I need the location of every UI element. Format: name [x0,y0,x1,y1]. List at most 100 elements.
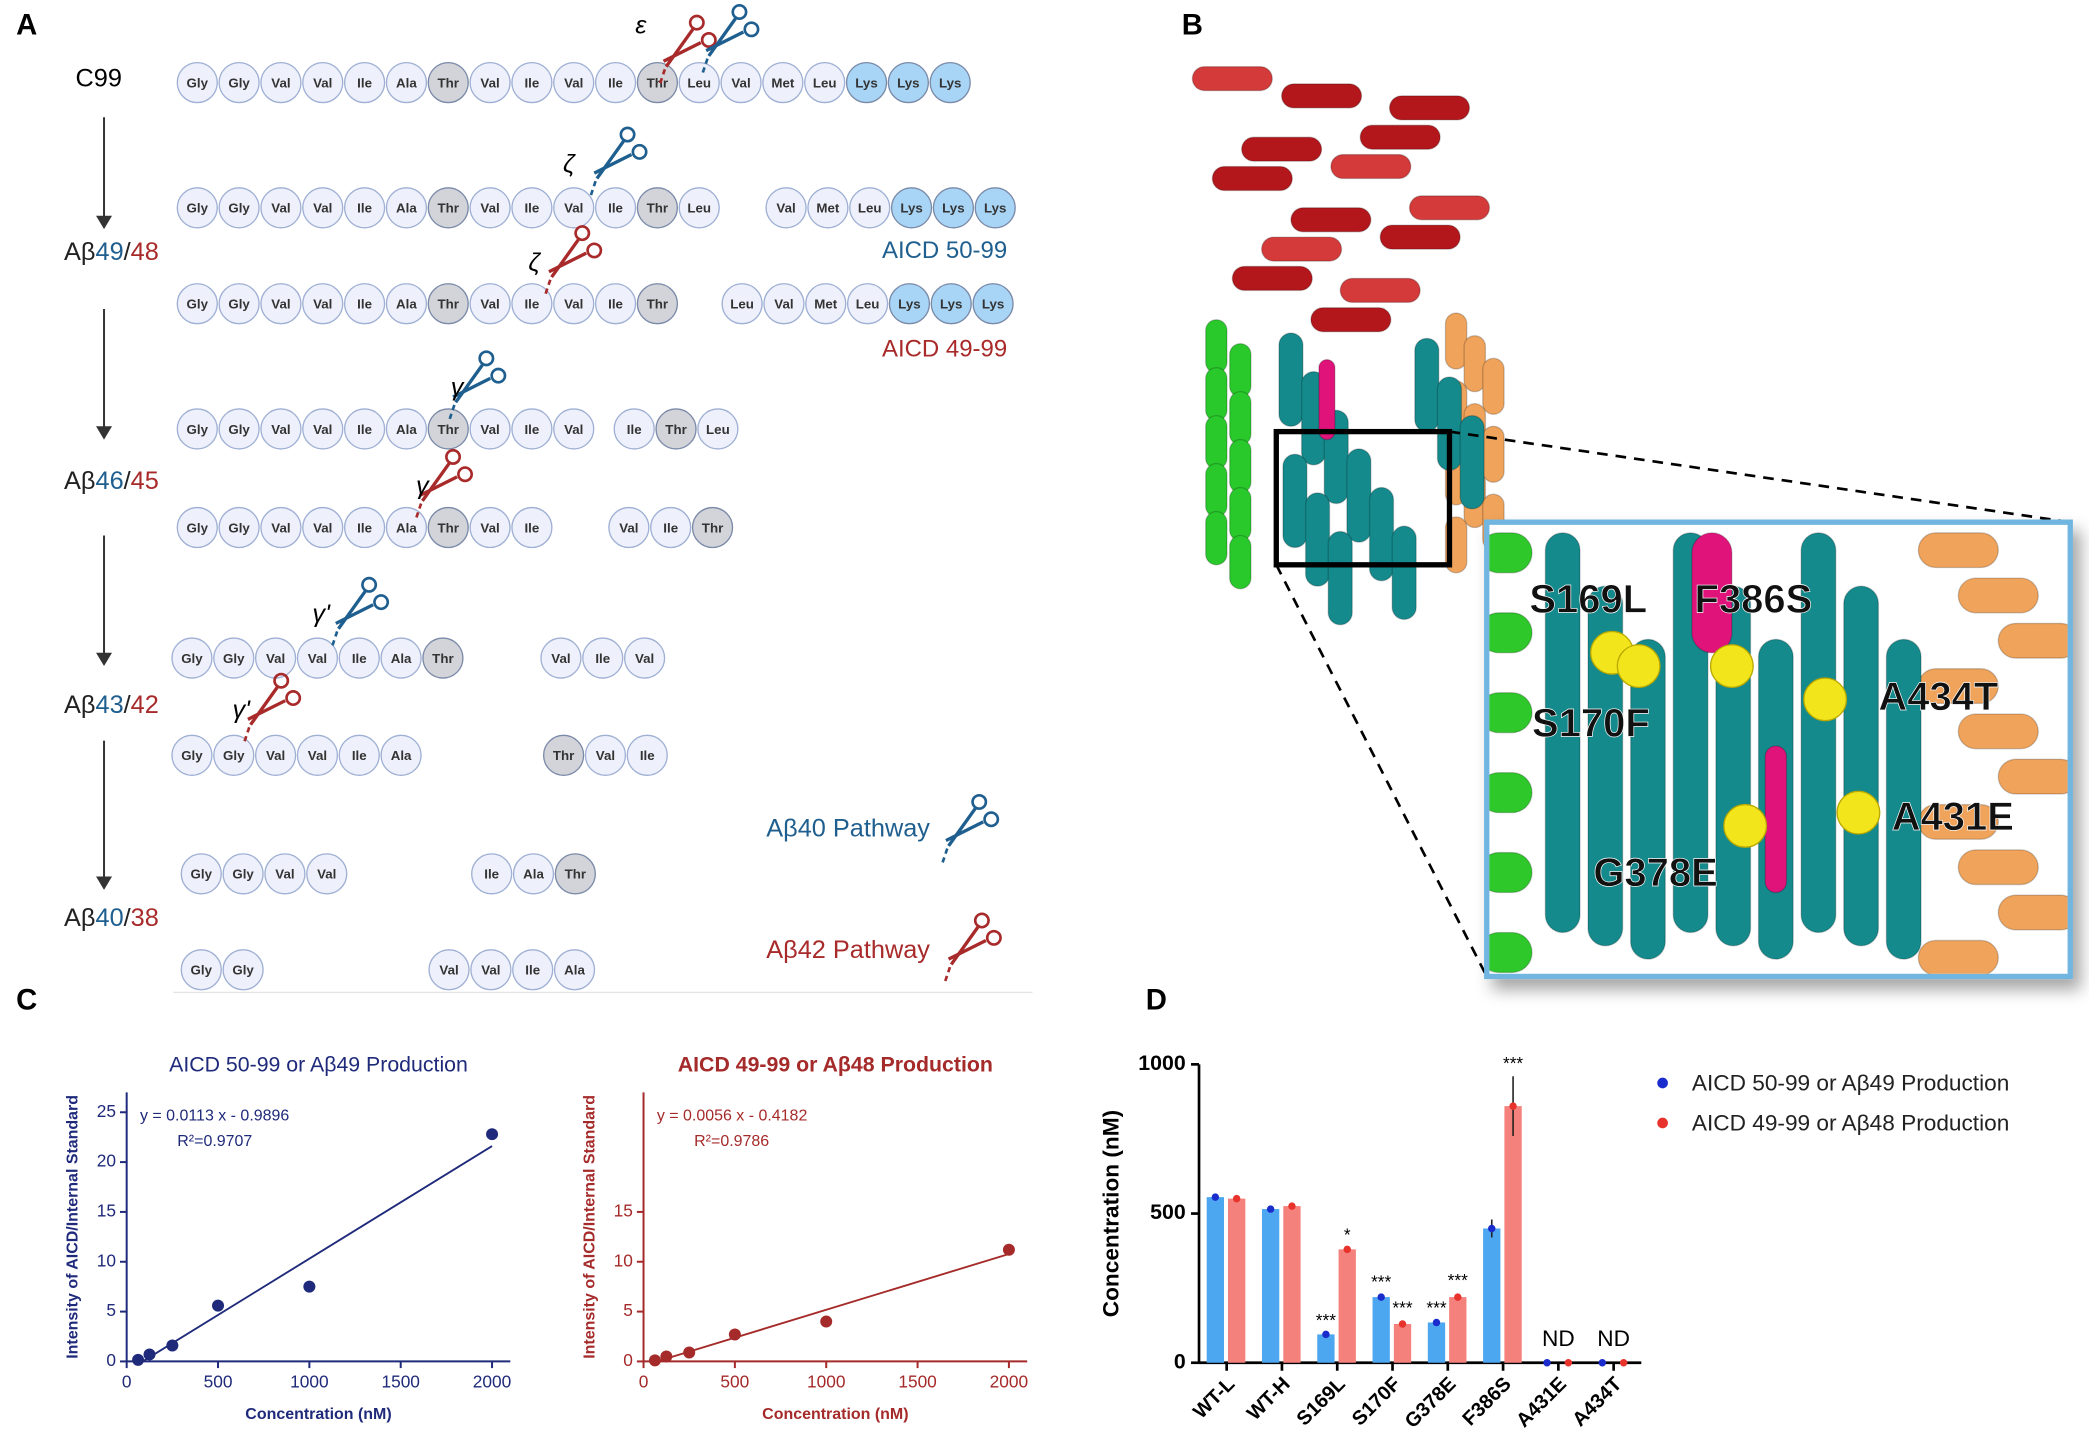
residue [302,283,344,325]
r-squared: R²=0.9707 [177,1133,252,1150]
mean-dot [1322,1330,1330,1339]
sphere [1803,677,1848,722]
mean-dot [1266,1205,1275,1213]
sphere [1709,644,1754,689]
handle [490,367,507,384]
stage-label: Aβ43/42 [64,691,159,719]
residue [176,283,218,325]
x-tick-label: G378E [1401,1373,1461,1433]
helix [1917,532,1999,569]
blade [550,238,580,279]
helix [1489,931,1533,974]
blade [593,153,633,175]
residue-label: Val [275,867,294,882]
residue [427,408,469,450]
y-tick-label: 10 [614,1250,633,1270]
blade [705,30,745,53]
residue-label: Thr [647,75,668,90]
residue [260,283,302,325]
residue [385,283,428,325]
bar [1261,1209,1280,1363]
x-tick-label: 0 [122,1371,132,1391]
helix [1408,195,1491,221]
residue [427,61,469,104]
residue-label: Val [271,201,290,216]
blade [249,686,279,726]
point [648,1354,661,1367]
handle [971,793,988,810]
residue-label: Ala [391,651,412,666]
arrow-head [96,426,113,440]
helix [1330,153,1412,180]
residue-label: Ala [564,963,585,978]
residue-label: Thr [438,520,459,535]
residue [553,949,596,991]
stage-part: / [124,238,132,266]
residue-label: Val [564,201,583,216]
residue-label: Met [771,75,794,90]
blade [707,17,737,57]
residue [608,506,650,549]
residue [385,61,428,104]
residue [594,283,637,325]
residue [302,187,344,229]
blade [947,938,987,961]
blade [947,807,977,847]
helix [1359,124,1441,150]
bar [1393,1323,1412,1363]
cut [447,404,456,422]
y-tick-label: 15 [614,1201,633,1221]
residue-label: Gly [191,867,213,882]
mean-dot [1598,1359,1607,1367]
residue [542,734,585,776]
residue [218,187,260,229]
residue-label: Leu [856,297,880,312]
x-tick-label: 500 [720,1371,749,1391]
residue [427,283,469,325]
pathway-label: Aβ42 Pathway [766,936,930,964]
residue [422,637,464,679]
helix [1260,236,1343,262]
helix [1191,65,1273,92]
residue-label: Val [439,963,458,978]
scissors [543,225,603,297]
residue [804,61,846,104]
residue-label: Met [816,201,839,216]
residue-label: Ile [608,201,623,216]
residue-label: Ile [640,748,655,763]
helix [1629,638,1666,960]
equation: y = 0.0113 x - 0.9896 [140,1108,289,1125]
residue-label: Ala [396,520,417,535]
helix [1482,425,1505,483]
residue-label: Gly [228,75,250,90]
handle [743,21,760,38]
residue [655,408,697,450]
residue [697,408,739,450]
bar [1449,1297,1467,1363]
residue [380,734,422,776]
legend-label: AICD 49-99 or Aβ48 Production [1692,1110,2009,1135]
x-tick-label: 0 [639,1371,649,1391]
residue [582,637,624,679]
scissors [414,448,474,520]
blade [945,820,984,843]
residue-label: Val [480,201,499,216]
residue-label: Val [776,201,795,216]
helix [1327,530,1353,626]
residue [511,187,553,229]
y-tick-label: 500 [1150,1200,1186,1224]
cleavage-label: ζ [528,248,541,276]
significance: * [1344,1224,1351,1244]
helix [1489,532,1533,574]
helix [1544,532,1581,934]
residue-label: Val [619,520,638,535]
residue [176,408,218,450]
residue [691,506,734,549]
residue-label: Val [308,748,327,763]
residue-label: Val [313,201,332,216]
cut [588,180,597,198]
residue [260,506,302,549]
residue-label: Val [564,422,583,437]
significance: *** [1316,1310,1336,1330]
